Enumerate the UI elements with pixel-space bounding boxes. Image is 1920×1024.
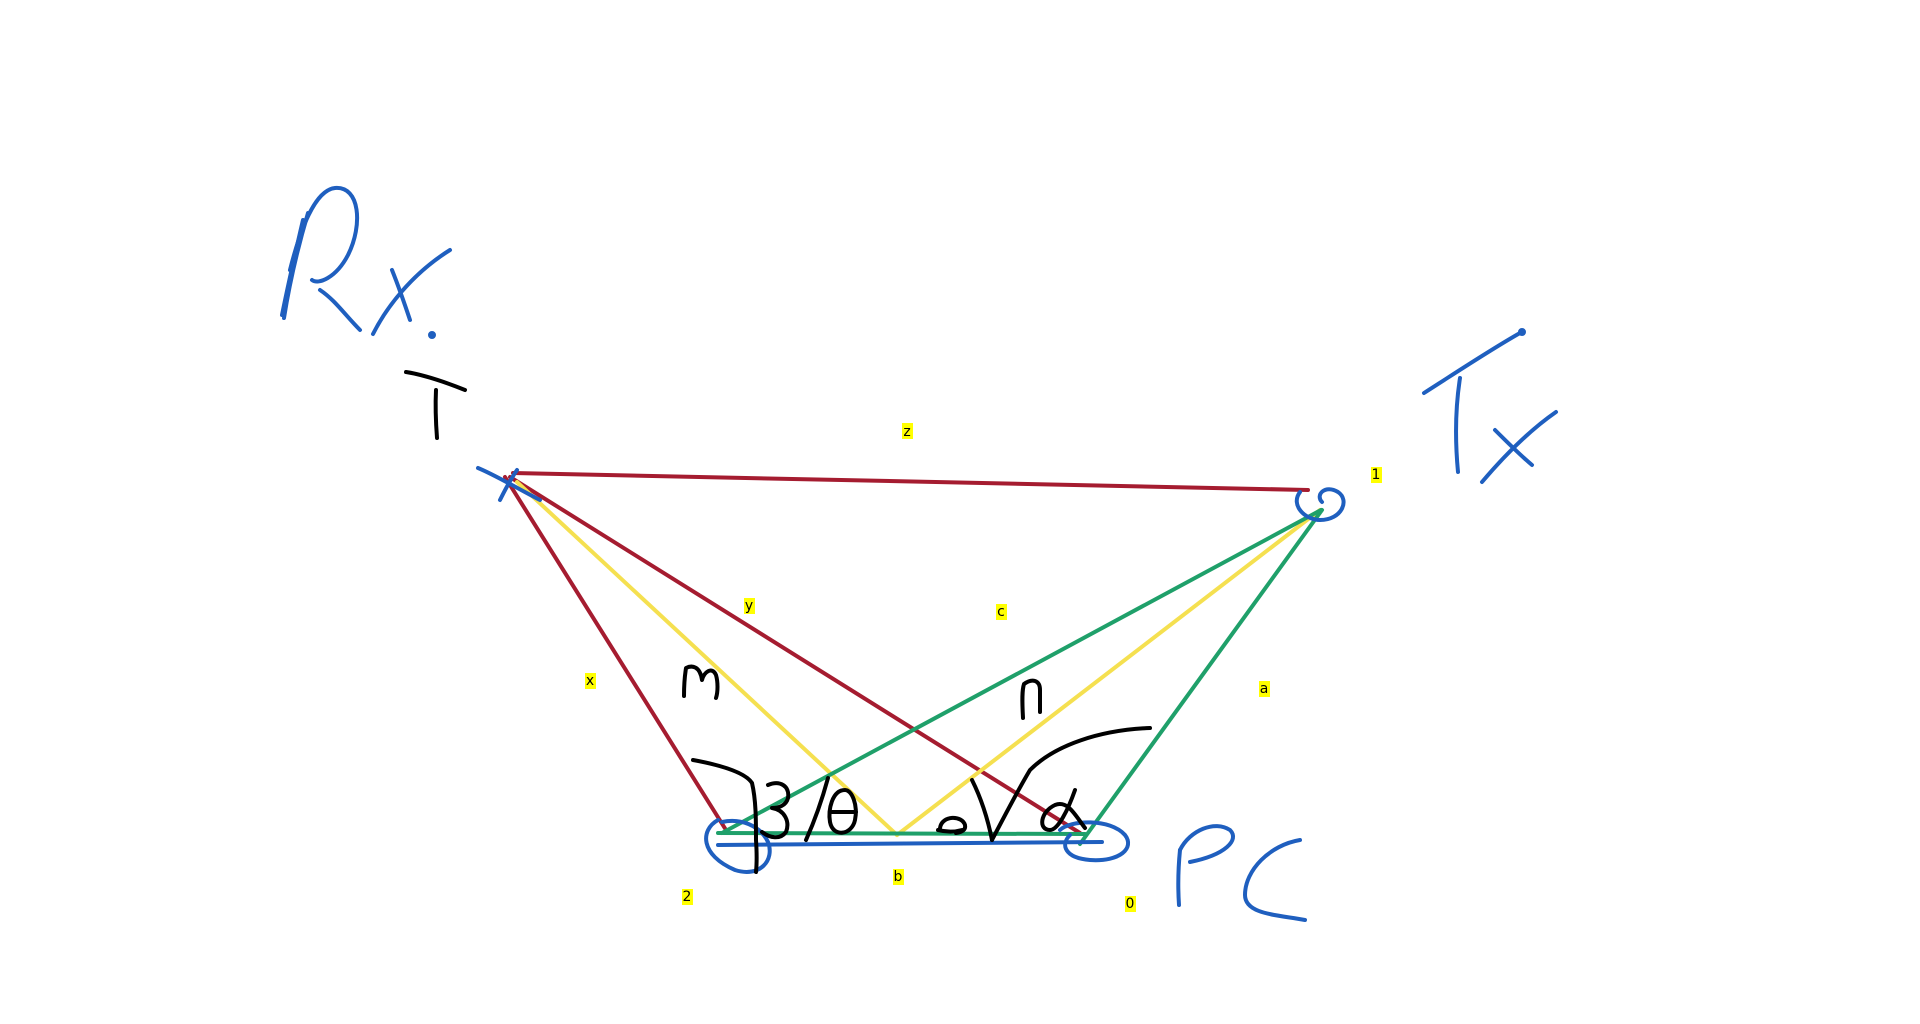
- label-point-0-text: 0: [1126, 896, 1135, 912]
- label-c: c: [996, 604, 1007, 620]
- line-rx-to-reflection-point: [515, 480, 899, 837]
- label-y: y: [744, 598, 755, 614]
- tx-circle-marker: [1294, 487, 1346, 522]
- line-y-rx-to-node-0: [508, 475, 1082, 835]
- label-z: z: [902, 423, 913, 440]
- line-z-rx-to-tx: [511, 471, 1310, 492]
- line-b-node-2-to-node-0: [716, 831, 1087, 836]
- line-a-tx-to-node-0: [1078, 508, 1324, 846]
- label-point-2-text: 2: [683, 889, 692, 905]
- label-a: a: [1259, 681, 1270, 697]
- node-2-marker: [704, 818, 772, 874]
- red-lines: [503, 471, 1310, 835]
- label-x: x: [585, 673, 596, 689]
- yellow-lines: [515, 480, 1322, 837]
- angle-beta-theta: [691, 758, 858, 874]
- label-point-2: 2: [682, 889, 693, 905]
- handwriting-pc: [1176, 824, 1307, 922]
- handwriting-m: [682, 664, 720, 700]
- label-point-1-text: 1: [1372, 467, 1381, 483]
- handwriting-n: [1020, 678, 1042, 720]
- handwriting-rx: [280, 186, 452, 339]
- label-x-text: x: [586, 673, 594, 689]
- label-a-text: a: [1260, 681, 1269, 697]
- node-0-marker: [1058, 820, 1131, 863]
- rx-x-marker: [476, 466, 542, 502]
- green-lines: [716, 508, 1324, 846]
- handwriting-tx: [1422, 328, 1558, 484]
- label-z-text: z: [903, 424, 910, 440]
- label-c-text: c: [997, 604, 1005, 620]
- handwriting-t: [404, 370, 467, 440]
- line-pc-surface: [716, 840, 1104, 847]
- angle-omega-alpha: [936, 726, 1152, 842]
- label-point-1: 1: [1371, 467, 1382, 483]
- label-b-text: b: [894, 869, 903, 885]
- label-point-0: 0: [1125, 896, 1136, 912]
- label-y-text: y: [745, 598, 753, 614]
- label-b: b: [893, 869, 904, 885]
- line-c-node-2-to-tx: [720, 508, 1323, 835]
- line-x-rx-to-node-2: [503, 475, 728, 832]
- line-reflection-point-to-tx: [895, 508, 1322, 837]
